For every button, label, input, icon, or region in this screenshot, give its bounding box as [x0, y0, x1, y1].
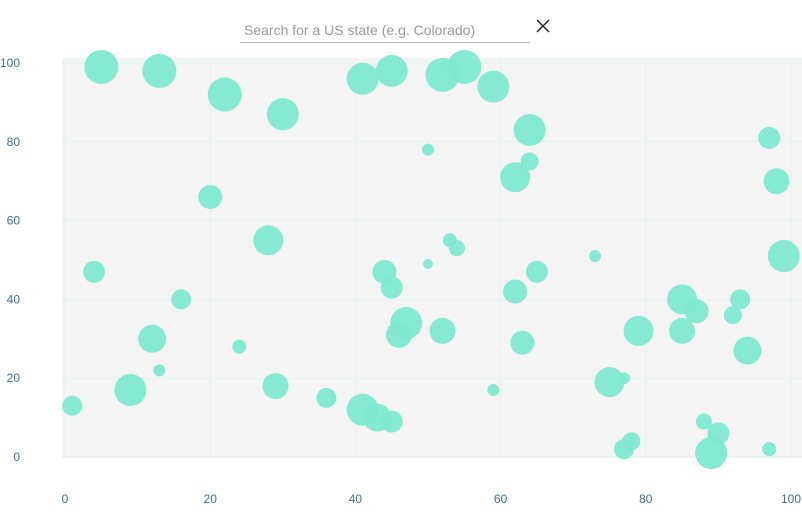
x-tick-label: 60	[494, 492, 508, 506]
data-point[interactable]	[253, 225, 284, 256]
x-tick-label: 20	[204, 492, 218, 506]
data-point[interactable]	[380, 276, 403, 299]
data-point[interactable]	[266, 98, 299, 131]
data-point[interactable]	[614, 439, 635, 460]
y-tick-label: 60	[7, 214, 21, 228]
x-tick-label: 80	[639, 492, 653, 506]
data-point[interactable]	[375, 54, 408, 87]
data-point[interactable]	[138, 324, 167, 353]
data-point[interactable]	[594, 367, 625, 398]
data-point[interactable]	[758, 126, 781, 149]
data-point[interactable]	[510, 330, 535, 355]
data-point[interactable]	[520, 152, 539, 171]
search-bar	[240, 12, 560, 46]
x-tick-label: 40	[349, 492, 363, 506]
y-tick-label: 100	[0, 56, 20, 70]
data-point[interactable]	[84, 49, 119, 84]
y-tick-label: 0	[13, 450, 20, 464]
data-point[interactable]	[623, 315, 654, 346]
data-point[interactable]	[733, 336, 762, 365]
data-point[interactable]	[763, 168, 790, 195]
x-axis-tick-labels: 0 20 40 60 80 100	[62, 492, 802, 506]
y-axis-tick-labels: 0 20 40 60 80 100	[0, 56, 20, 464]
data-point[interactable]	[503, 279, 528, 304]
data-point[interactable]	[695, 437, 728, 470]
data-point[interactable]	[262, 373, 289, 400]
data-point[interactable]	[380, 410, 403, 433]
data-point[interactable]	[423, 258, 433, 269]
data-point[interactable]	[62, 395, 83, 416]
data-point[interactable]	[142, 53, 177, 88]
data-point[interactable]	[762, 442, 777, 457]
data-point[interactable]	[316, 387, 337, 408]
plot-background	[62, 58, 802, 458]
y-tick-label: 40	[7, 292, 21, 306]
data-point[interactable]	[429, 317, 456, 344]
data-points	[62, 49, 800, 470]
data-point[interactable]	[207, 77, 242, 112]
data-point[interactable]	[525, 260, 548, 283]
data-point[interactable]	[83, 260, 106, 283]
data-point[interactable]	[723, 306, 742, 325]
data-point[interactable]	[447, 49, 482, 84]
data-point[interactable]	[500, 162, 531, 193]
data-point[interactable]	[730, 289, 751, 310]
x-tick-label: 100	[781, 492, 801, 506]
y-tick-label: 20	[7, 371, 21, 385]
data-point[interactable]	[477, 70, 510, 103]
data-point[interactable]	[153, 364, 166, 377]
data-point[interactable]	[487, 384, 500, 397]
x-tick-label: 0	[62, 492, 69, 506]
data-point[interactable]	[171, 289, 192, 310]
y-tick-label: 80	[7, 135, 21, 149]
data-point[interactable]	[618, 372, 631, 385]
data-point[interactable]	[767, 240, 800, 273]
data-point[interactable]	[114, 374, 147, 407]
data-point[interactable]	[449, 240, 466, 257]
data-point[interactable]	[669, 317, 696, 344]
close-icon	[536, 19, 550, 33]
data-point[interactable]	[588, 250, 601, 263]
data-point[interactable]	[346, 62, 379, 95]
data-point[interactable]	[513, 113, 546, 146]
data-point[interactable]	[684, 299, 709, 324]
close-button[interactable]	[534, 17, 552, 35]
data-point[interactable]	[422, 143, 434, 156]
data-point[interactable]	[695, 413, 712, 430]
data-point[interactable]	[385, 321, 412, 348]
data-point[interactable]	[232, 339, 247, 354]
search-input[interactable]	[240, 17, 530, 43]
data-point[interactable]	[198, 184, 223, 209]
